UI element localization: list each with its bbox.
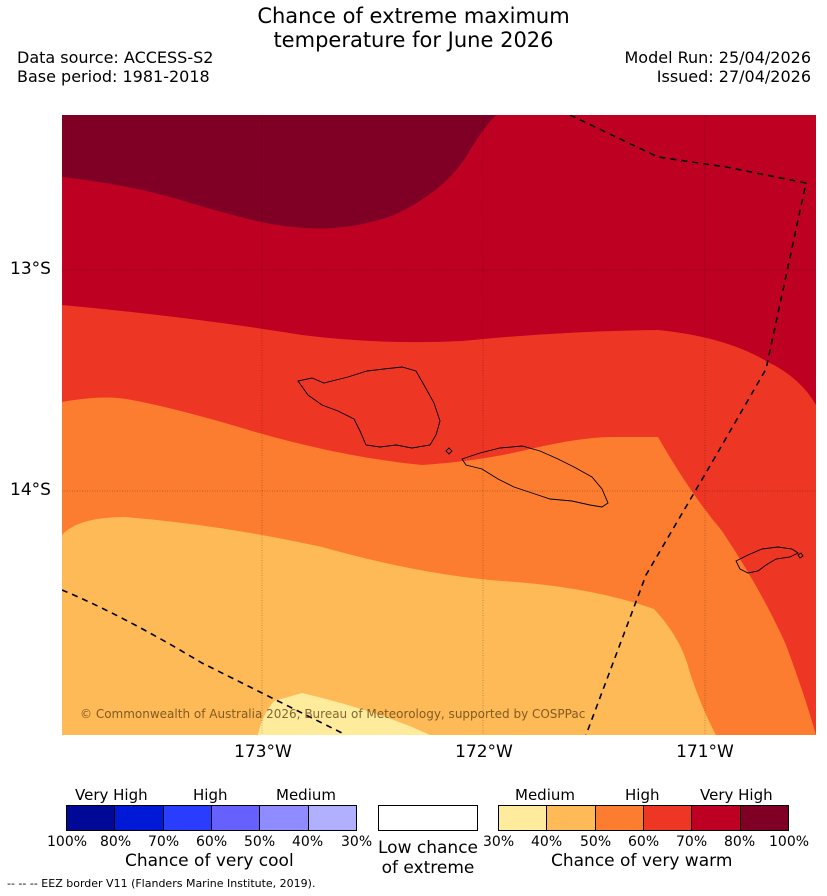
eez-border (62, 115, 807, 735)
cool-pct-60: 60% (196, 834, 228, 850)
warm-swatch-70-80 (692, 806, 741, 830)
lon-tick-173w: 173°W (234, 742, 292, 762)
title-line-1: Chance of extreme maximum (257, 4, 570, 28)
warm-swatch-40-50 (547, 806, 596, 830)
cool-header-very-high: Very High (75, 786, 148, 804)
data-source: Data source: ACCESS-S2 (17, 48, 214, 67)
cool-swatch-80-70 (115, 806, 164, 830)
eez-footnote: -- -- -- EEZ border V11 (Flanders Marine… (7, 877, 316, 890)
warm-swatch-30-40 (499, 806, 548, 830)
band-40-50 (62, 517, 716, 735)
band-80-100 (62, 115, 496, 229)
cool-pct-30: 30% (341, 834, 373, 850)
cool-pct-50: 50% (244, 834, 276, 850)
warm-header-medium: Medium (515, 786, 575, 804)
warm-swatch-50-60 (595, 806, 644, 830)
warm-swatch-80-100 (740, 806, 788, 830)
base-period: Base period: 1981-2018 (17, 67, 210, 86)
map-title: Chance of extreme maximum temperature fo… (0, 4, 827, 52)
low-chance-swatch (378, 805, 478, 831)
map-canvas[interactable]: © Commonwealth of Australia 2026, Bureau… (62, 115, 816, 735)
warm-pct-30: 30% (483, 834, 515, 850)
cool-swatch-40-30 (308, 806, 356, 830)
warm-pct-60: 60% (628, 834, 660, 850)
warm-swatch-60-70 (643, 806, 693, 830)
cool-header-high: High (193, 786, 228, 804)
warm-pct-40: 40% (531, 834, 563, 850)
cool-swatch-100-80 (67, 806, 116, 830)
low-chance-line-2: of extreme (381, 858, 475, 878)
cool-swatch-70-60 (163, 806, 212, 830)
manono-islet (445, 447, 453, 455)
warm-colorbar (498, 805, 789, 831)
warm-title: Chance of very warm (551, 851, 733, 871)
warm-pct-80: 80% (724, 834, 756, 850)
cool-pct-80: 80% (100, 834, 132, 850)
cool-pct-100: 100% (47, 834, 88, 850)
coastlines (297, 366, 804, 574)
cool-swatch-60-50 (211, 806, 261, 830)
warm-pct-50: 50% (580, 834, 612, 850)
meta-left: Data source: ACCESS-S2 Base period: 1981… (17, 48, 213, 86)
cool-swatch-50-40 (260, 806, 309, 830)
cool-colorbar (66, 805, 357, 831)
title-line-2: temperature for June 2026 (273, 28, 554, 52)
copyright-text: © Commonwealth of Australia 2026, Bureau… (80, 707, 585, 721)
cool-title: Chance of very cool (125, 851, 294, 871)
lon-tick-171w: 171°W (676, 742, 734, 762)
lon-tick-172w: 172°W (455, 742, 513, 762)
low-chance-label: Low chance of extreme (376, 838, 480, 878)
warm-header-high: High (625, 786, 660, 804)
meta-right: Model Run: 25/04/2026 Issued: 27/04/2026 (625, 48, 812, 86)
cool-pct-70: 70% (148, 834, 180, 850)
tutuila-island (735, 546, 799, 574)
cool-header-medium: Medium (276, 786, 336, 804)
warm-pct-100: 100% (769, 834, 810, 850)
low-chance-line-1: Low chance (378, 838, 478, 858)
savaii-island (297, 366, 441, 449)
band-30-40 (258, 693, 430, 735)
aunuu-islet (797, 552, 804, 559)
upolu-island (461, 445, 609, 508)
model-run: Model Run: 25/04/2026 (624, 48, 812, 67)
issued-date: Issued: 27/04/2026 (656, 67, 811, 86)
warm-pct-70: 70% (676, 834, 708, 850)
cool-pct-40: 40% (292, 834, 324, 850)
lat-tick-14s: 14°S (10, 480, 51, 500)
graticule (62, 115, 816, 735)
warm-header-very-high: Very High (700, 786, 773, 804)
lat-tick-13s: 13°S (10, 259, 51, 279)
